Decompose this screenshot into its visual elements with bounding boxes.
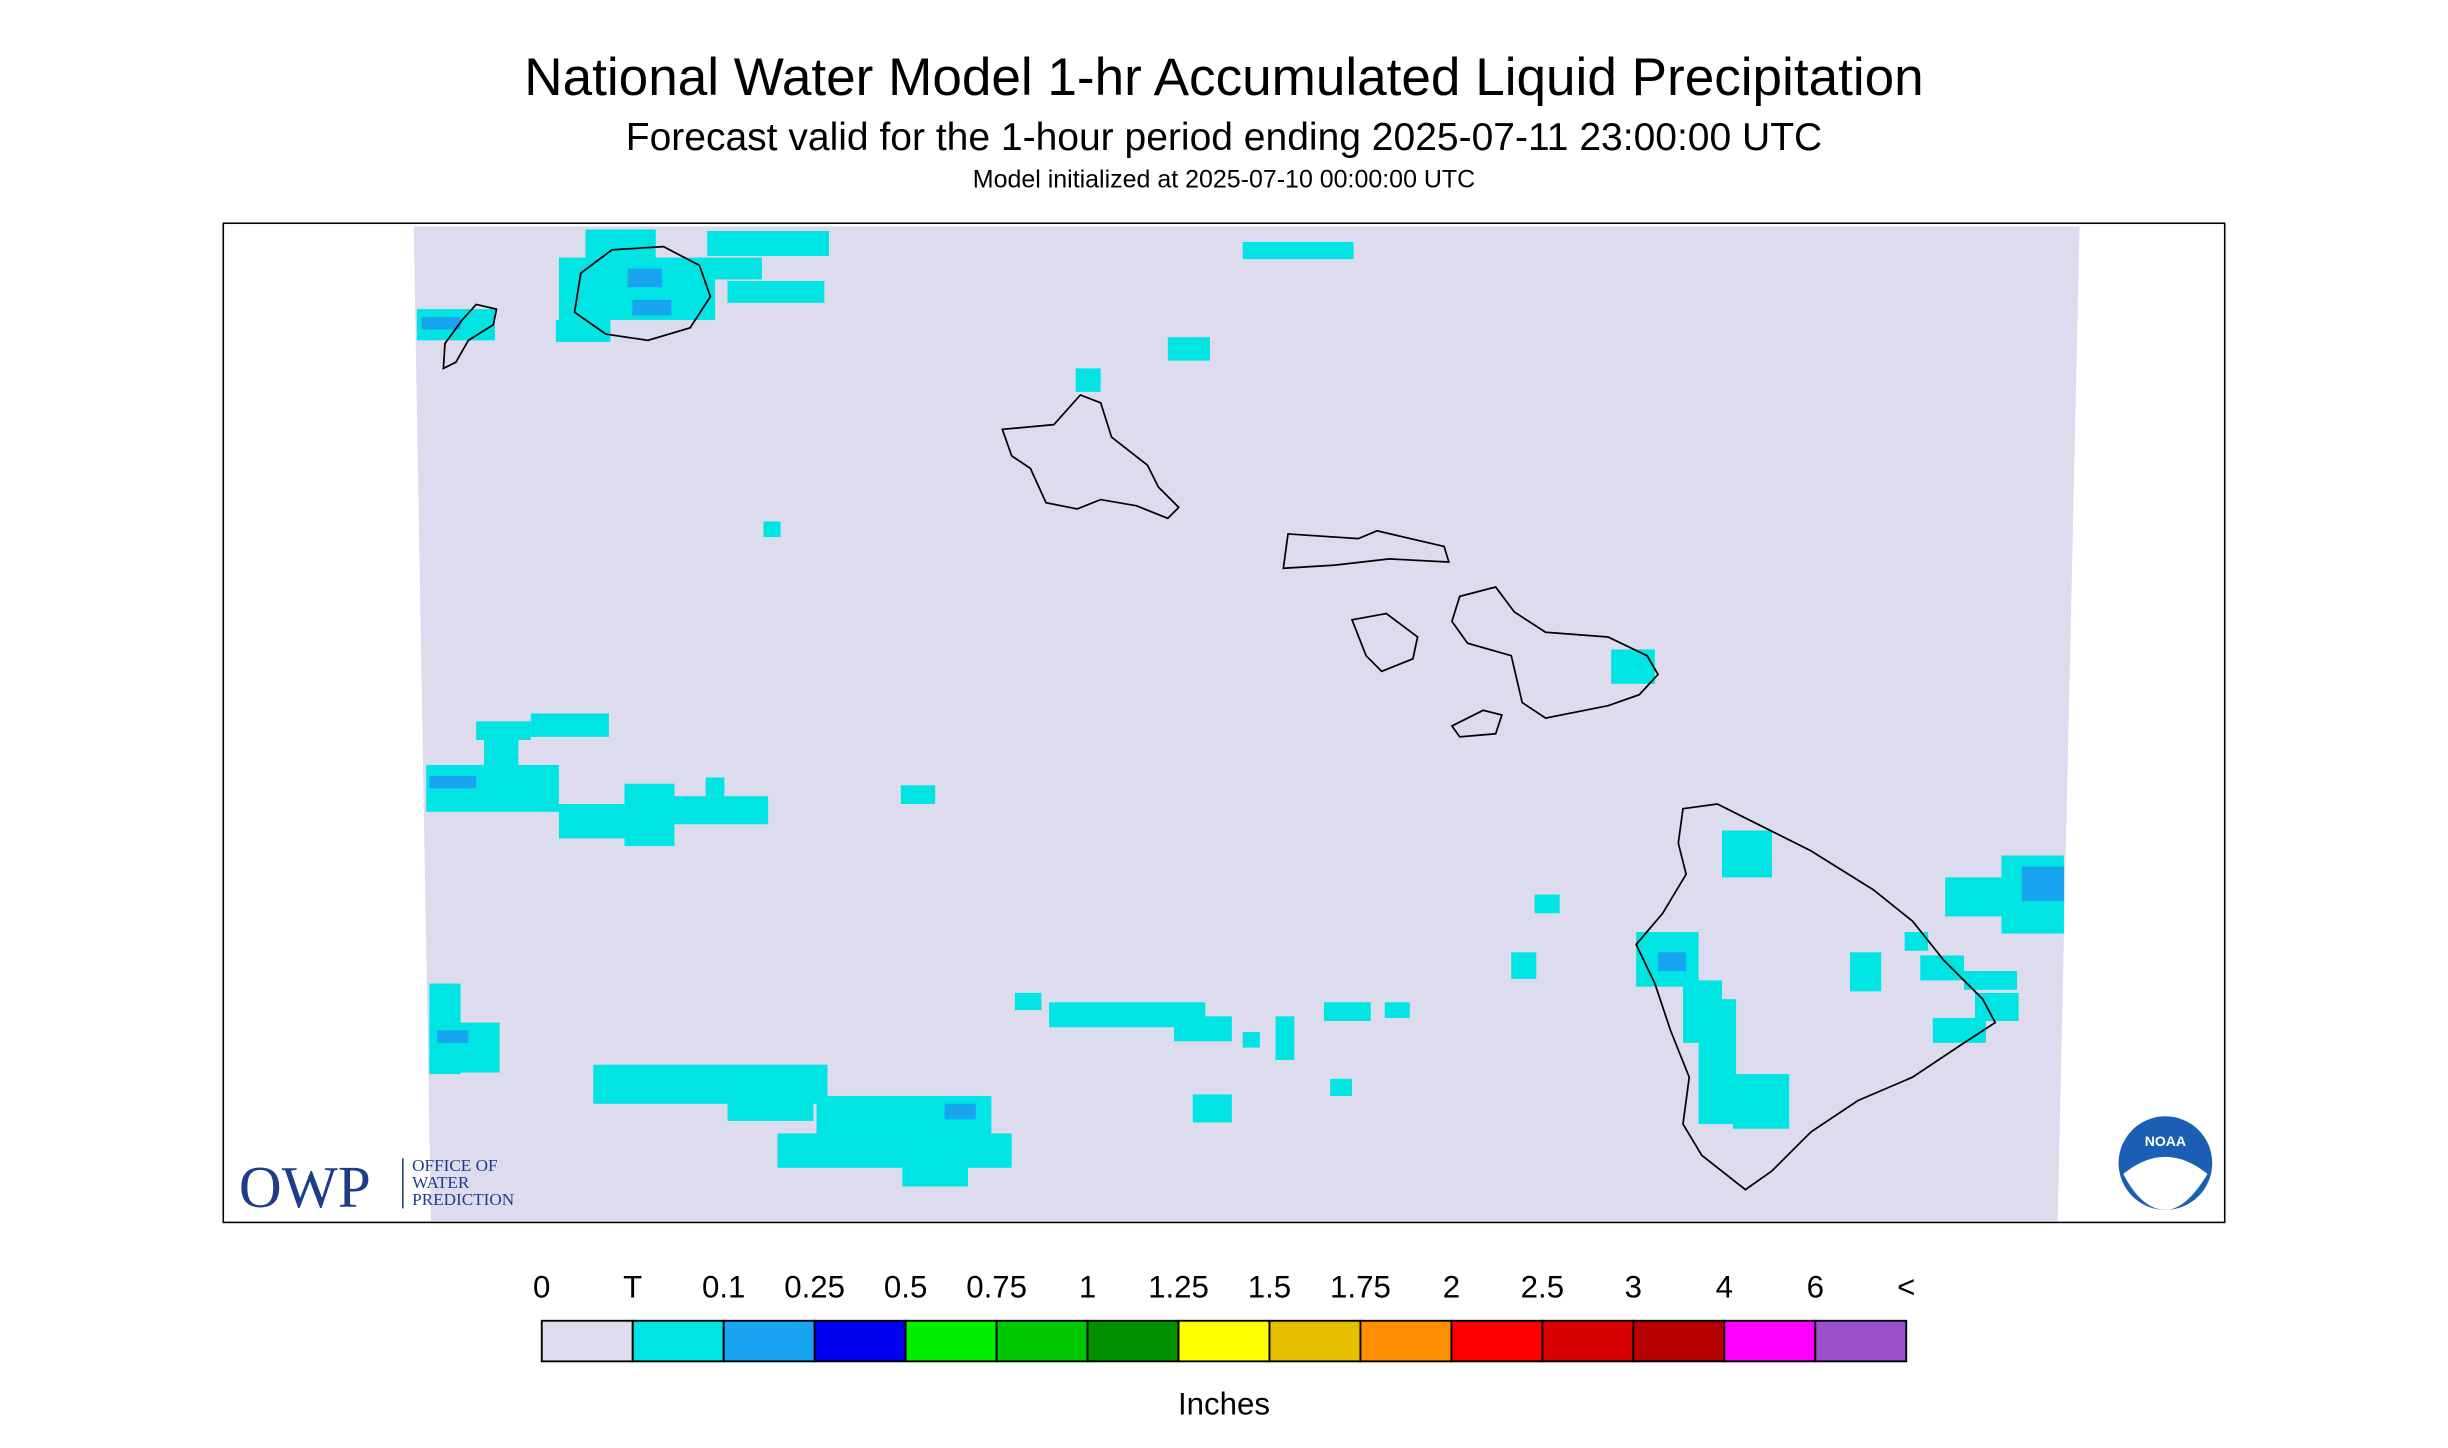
legend-label: 2 (1443, 1269, 1460, 1304)
owp-line: PREDICTION (412, 1190, 514, 1209)
owp-line: OFFICE OF (412, 1156, 497, 1175)
legend-label: 0.5 (884, 1269, 927, 1304)
legend-swatch (1450, 1319, 1544, 1363)
owp-logo: OWP (239, 1154, 371, 1220)
legend-swatch (1541, 1319, 1635, 1363)
legend: 0 T 0.1 0.25 0.5 0.75 1 1.25 1.5 1.75 2 2.5 3 4 6 < (533, 1269, 1915, 1363)
legend-swatch (1177, 1319, 1271, 1363)
legend-swatch (1632, 1319, 1726, 1363)
legend-label: 1.75 (1330, 1269, 1391, 1304)
legend-swatch (1086, 1319, 1180, 1363)
legend-swatch (1268, 1319, 1362, 1363)
legend-swatch (813, 1319, 907, 1363)
legend-swatch (1814, 1319, 1908, 1363)
legend-swatch (1723, 1319, 1817, 1363)
legend-swatch (631, 1319, 725, 1363)
coastlines (442, 245, 1997, 1191)
legend-swatch (995, 1319, 1089, 1363)
legend-label: < (1897, 1269, 1915, 1304)
owp-line: WATER (412, 1173, 470, 1192)
legend-swatch (904, 1319, 998, 1363)
noaa-text: NOAA (2145, 1133, 2186, 1149)
legend-swatch (722, 1319, 816, 1363)
noaa-bird (2123, 1156, 2208, 1210)
legend-label: 0.25 (784, 1269, 845, 1304)
legend-label: 3 (1625, 1269, 1642, 1304)
precipitation (416, 229, 2064, 1187)
legend-label: 4 (1716, 1269, 1733, 1304)
subtitle: Forecast valid for the 1-hour period end… (626, 116, 1822, 159)
legend-label: 6 (1807, 1269, 1824, 1304)
legend-label: 1.25 (1148, 1269, 1209, 1304)
legend-label: 0.75 (966, 1269, 1027, 1304)
legend-label: 0 (533, 1269, 550, 1304)
title: National Water Model 1-hr Accumulated Li… (524, 48, 1923, 107)
legend-label: T (623, 1269, 642, 1304)
legend-label: 2.5 (1521, 1269, 1564, 1304)
legend-swatch (540, 1319, 634, 1363)
legend-label: 0.1 (702, 1269, 745, 1304)
legend-unit: Inches (1178, 1386, 1270, 1421)
legend-swatch (1359, 1319, 1453, 1363)
legend-label: 1.5 (1248, 1269, 1291, 1304)
legend-label: 1 (1079, 1269, 1096, 1304)
init-time: Model initialized at 2025-07-10 00:00:00… (973, 165, 1475, 193)
